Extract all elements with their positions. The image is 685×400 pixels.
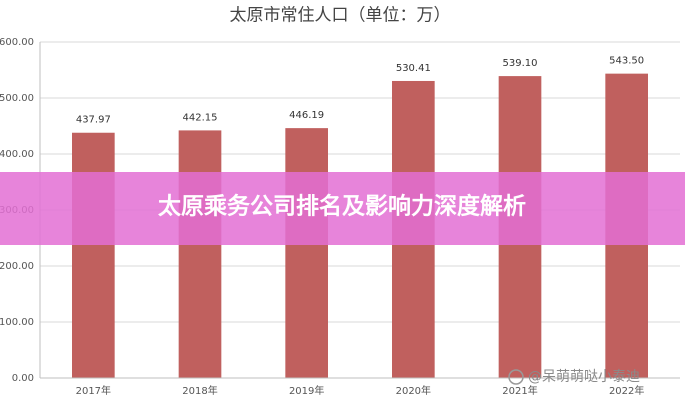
x-tick-label: 2018年 — [182, 384, 217, 397]
data-label: 446.19 — [289, 110, 324, 121]
x-tick-label: 2020年 — [396, 384, 431, 397]
data-label: 437.97 — [76, 115, 111, 126]
bar — [72, 132, 115, 378]
x-tick-label: 2022年 — [609, 384, 644, 397]
data-label: 442.15 — [183, 112, 218, 123]
y-tick-label: 0.00 — [12, 373, 34, 384]
y-tick-label: 600.00 — [0, 37, 34, 48]
y-tick-label: 400.00 — [0, 149, 34, 160]
bar — [285, 128, 328, 378]
banner-text: 太原乘务公司排名及影响力深度解析 — [158, 193, 526, 220]
y-tick-label: 500.00 — [0, 93, 34, 104]
overlay: 太原乘务公司排名及影响力深度解析 @呆萌萌哒小泰迪 — [0, 172, 685, 385]
x-tick-label: 2021年 — [502, 384, 537, 397]
data-label: 539.10 — [503, 58, 538, 69]
y-tick-label: 200.00 — [0, 261, 34, 272]
data-label: 530.41 — [396, 63, 431, 74]
bar — [178, 130, 222, 378]
chart-title: 太原市常住人口（单位：万） — [230, 6, 451, 26]
watermark-icon — [508, 369, 524, 385]
x-tick-label: 2019年 — [289, 384, 324, 397]
x-tick-label: 2017年 — [76, 384, 111, 397]
watermark: @呆萌萌哒小泰迪 — [528, 368, 640, 385]
data-label: 543.50 — [609, 56, 644, 67]
y-tick-label: 100.00 — [0, 317, 34, 328]
banner-band — [0, 172, 685, 245]
